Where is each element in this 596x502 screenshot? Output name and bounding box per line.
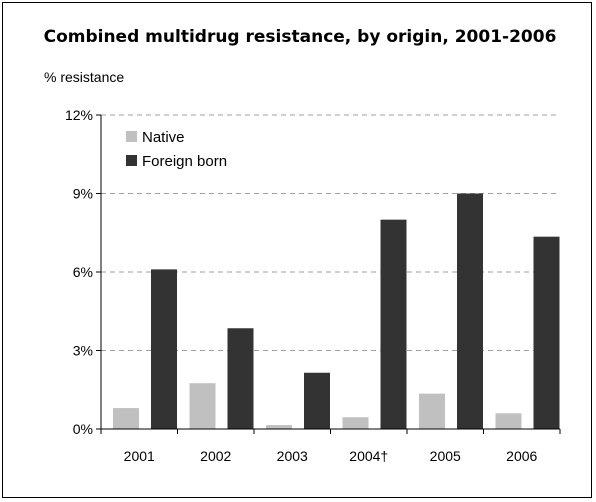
bar-foreign-born-0 bbox=[151, 269, 177, 429]
bar-foreign-born-4 bbox=[457, 193, 483, 429]
y-tick-label: 0% bbox=[73, 421, 93, 437]
x-tick-label: 2003 bbox=[277, 448, 308, 464]
chart-frame bbox=[2, 2, 592, 498]
axes: 0% 3% 6% 9% 12% 2001 2002 2003 2004† 2005 2006 bbox=[65, 107, 561, 464]
y-tick-label: 3% bbox=[73, 343, 93, 359]
legend-label: Native bbox=[142, 129, 185, 146]
bar-native-3 bbox=[342, 417, 369, 429]
bar-foreign-born-1 bbox=[227, 328, 254, 429]
bar-native-2 bbox=[266, 425, 292, 429]
x-tick-label: 2002 bbox=[200, 448, 231, 464]
y-axis-label: % resistance bbox=[44, 69, 124, 85]
y-tick-label: 9% bbox=[73, 186, 93, 202]
gridlines bbox=[101, 114, 560, 351]
legend: Native Foreign born bbox=[126, 129, 227, 170]
x-tick-label: 2005 bbox=[430, 448, 461, 464]
y-tick-label: 12% bbox=[65, 107, 93, 123]
bar-native-0 bbox=[113, 408, 139, 429]
bar-foreign-born-3 bbox=[380, 219, 407, 429]
bar-foreign-born-5 bbox=[533, 236, 560, 429]
chart-title: Combined multidrug resistance, by origin… bbox=[44, 27, 557, 47]
legend-swatch-foreign-born bbox=[126, 155, 137, 166]
bar-foreign-born-2 bbox=[304, 372, 330, 429]
x-tick-label: 2004† bbox=[349, 448, 388, 464]
legend-label: Foreign born bbox=[142, 153, 227, 170]
y-tick-label: 6% bbox=[73, 264, 93, 280]
bar-native-4 bbox=[419, 393, 445, 429]
legend-swatch-native bbox=[126, 131, 137, 142]
bar-native-5 bbox=[495, 413, 522, 429]
x-tick-label: 2001 bbox=[124, 448, 155, 464]
bar-native-1 bbox=[189, 383, 216, 429]
x-tick-label: 2006 bbox=[506, 448, 537, 464]
bars bbox=[113, 193, 560, 429]
